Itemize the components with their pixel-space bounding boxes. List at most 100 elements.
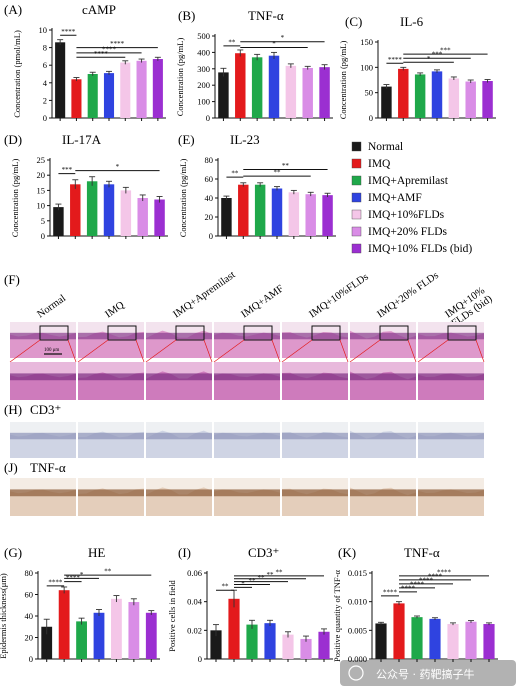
epidermis-band xyxy=(78,332,144,340)
zoom-connector xyxy=(349,339,381,363)
zoom-connector xyxy=(203,339,213,363)
sig-label: **** xyxy=(102,45,117,53)
bar xyxy=(288,192,300,236)
epidermis-band xyxy=(214,332,280,340)
panel-label: (K) xyxy=(338,545,356,560)
y-axis-label: Concentration (pmol/mL) xyxy=(12,30,22,118)
chart-4: (E) IL-23 Concentration (pg/mL) 0 20 40 60 80 **… xyxy=(178,132,336,241)
chart-0: (A) cAMP Concentration (pmol/mL) 0 2 4 6 8 10 ***… xyxy=(4,2,166,123)
panel-label: (A) xyxy=(4,2,22,17)
y-tick-label: 100 xyxy=(197,97,210,107)
y-tick-label: 0.015 xyxy=(348,568,367,578)
zoom-connector xyxy=(77,339,109,363)
epidermis-band xyxy=(214,489,280,497)
bar xyxy=(482,81,493,118)
sig-label: ** xyxy=(104,568,112,576)
sig-label: ** xyxy=(276,568,284,576)
chart-title: IL-6 xyxy=(400,14,424,29)
epidermis-band xyxy=(146,432,212,440)
y-tick-label: 150 xyxy=(360,37,373,47)
zoom-connector xyxy=(407,339,417,363)
y-tick-label: 50 xyxy=(365,88,374,98)
zoom-region-box xyxy=(379,325,409,341)
sig-label: **** xyxy=(437,568,452,576)
epidermis-band xyxy=(418,332,484,340)
epidermis-band xyxy=(146,489,212,497)
tnf-stain-row xyxy=(10,478,484,516)
bar xyxy=(447,624,459,659)
epidermis-band xyxy=(350,432,416,440)
epidermis-band xyxy=(146,373,212,381)
y-tick-label: 0 xyxy=(206,113,210,123)
y-tick-label: 0.04 xyxy=(187,597,203,607)
y-axis-label: Concentration (pg/mL) xyxy=(175,38,185,117)
epidermis-band xyxy=(282,332,348,340)
bar xyxy=(483,624,495,659)
epidermis-band xyxy=(78,489,144,497)
epidermis-band xyxy=(350,489,416,497)
column-label: IMQ+10%FLDs xyxy=(307,272,370,321)
bar xyxy=(41,626,53,659)
y-tick-label: 15 xyxy=(37,185,46,195)
y-axis-label: Positive cells in field xyxy=(167,579,177,651)
panel-label-j: (J) xyxy=(4,460,18,475)
sig-label: ** xyxy=(222,583,230,591)
bar xyxy=(282,634,294,659)
y-tick-label: 80 xyxy=(205,155,214,165)
bar xyxy=(136,60,147,118)
panel-title-h: CD3⁺ xyxy=(30,402,61,417)
sig-label: * xyxy=(241,580,245,588)
sig-label: **** xyxy=(419,576,434,584)
sig-label: ** xyxy=(267,571,275,579)
y-tick-label: 60 xyxy=(205,174,214,184)
bar xyxy=(103,73,115,118)
panel-label-f: (F) xyxy=(4,272,20,287)
legend-swatch xyxy=(351,141,362,152)
sig-label: ** xyxy=(282,162,290,170)
zoom-region-box xyxy=(311,325,341,341)
y-tick-label: 20 xyxy=(205,212,214,222)
chart-title: IL-23 xyxy=(230,132,260,147)
epidermis-band xyxy=(418,489,484,497)
sig-label: **** xyxy=(110,40,125,48)
legend-label: Normal xyxy=(368,141,403,153)
bar xyxy=(271,188,283,236)
y-tick-label: 0.06 xyxy=(187,568,202,578)
panel-label: (C) xyxy=(345,14,362,29)
sig-label: ** xyxy=(228,38,236,46)
bar xyxy=(120,190,132,236)
chart-title: cAMP xyxy=(82,2,116,17)
sig-label: **** xyxy=(388,56,403,64)
column-label: IMQ+20% FLDs xyxy=(375,270,440,320)
legend-swatch xyxy=(351,226,362,237)
epidermis-band xyxy=(10,373,76,381)
epidermis-band xyxy=(146,332,212,340)
legend-label: IMQ xyxy=(368,158,391,170)
y-axis-label: Concentration (pg/mL) xyxy=(338,41,348,120)
epidermis-band xyxy=(418,373,484,381)
legend-swatch xyxy=(351,243,362,254)
zoom-connector xyxy=(213,339,245,363)
y-axis-label: Concentration (pg/mL) xyxy=(10,159,20,238)
he-stain-row: 100 μm xyxy=(9,322,485,363)
y-tick-label: 0 xyxy=(209,231,213,241)
column-label: Normal xyxy=(35,293,68,320)
panel-label: (D) xyxy=(4,132,22,147)
bar xyxy=(86,181,98,236)
y-axis-label: Positive quantity of TNF-α xyxy=(332,570,342,662)
chart-6: (I) CD3⁺ Positive cells in field 0 0.02 0.04 0… xyxy=(167,545,333,664)
zoom-connector xyxy=(281,339,313,363)
y-tick-label: 0 xyxy=(41,231,45,241)
epidermis-band xyxy=(10,432,76,440)
legend-swatch xyxy=(351,158,362,169)
bar xyxy=(71,79,82,118)
he-zoom-row xyxy=(10,362,484,400)
bar xyxy=(319,67,330,118)
y-tick-label: 2 xyxy=(43,95,47,105)
bar xyxy=(246,624,258,659)
watermark-text: 公众号 · 药靶搞子牛 xyxy=(376,667,475,681)
sig-label: **** xyxy=(428,572,443,580)
epidermis-band xyxy=(418,432,484,440)
